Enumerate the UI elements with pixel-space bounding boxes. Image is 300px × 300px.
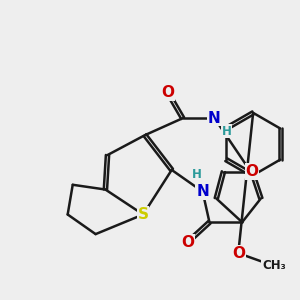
Text: O: O (181, 235, 194, 250)
Text: S: S (138, 207, 149, 222)
Text: H: H (221, 125, 231, 138)
Text: N: N (208, 111, 221, 126)
Text: O: O (245, 164, 258, 179)
Text: H: H (192, 168, 202, 181)
Text: O: O (161, 85, 174, 100)
Text: N: N (196, 184, 209, 199)
Text: CH₃: CH₃ (262, 260, 286, 272)
Text: O: O (232, 246, 245, 261)
